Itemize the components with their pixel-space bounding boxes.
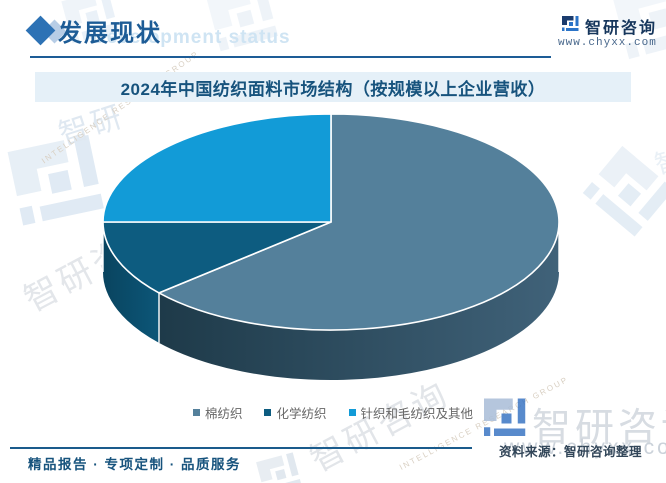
legend-marker-icon <box>192 409 200 416</box>
brand-website: www.chyxx.com <box>558 37 657 49</box>
pie-slice-1 <box>102 221 332 294</box>
pie-slice-0 <box>158 113 560 331</box>
legend-marker-icon <box>264 409 272 416</box>
chart-legend: 棉纺织 化学纺织 针织和毛纺织及其他 <box>0 403 666 422</box>
section-title: 发展现状 <box>58 20 162 47</box>
watermark-brand-text: 智研咨询 <box>18 214 171 320</box>
watermark-caption-text: INTELLIGENCE RESEARCH GROUP <box>40 49 201 166</box>
pie-slice-side-0 <box>159 222 559 381</box>
pie-slice-2 <box>102 113 332 223</box>
watermark-logo-icon <box>0 119 113 238</box>
footer-divider <box>10 447 472 449</box>
chart-title-band: 2024年中国纺织面料市场结构（按规模以上企业营收） <box>35 72 631 102</box>
brand-name: 智研咨询 <box>585 20 658 37</box>
legend-label: 针织和毛纺织及其他 <box>360 407 474 421</box>
legend-item-0: 棉纺织 <box>192 403 243 422</box>
footer-slogan: 精品报告 · 专项定制 · 品质服务 <box>28 457 241 472</box>
legend-label: 棉纺织 <box>204 407 243 421</box>
watermark-logo-icon <box>250 445 306 483</box>
chart-title: 2024年中国纺织面料市场结构（按规模以上企业营收） <box>120 79 546 99</box>
legend-item-1: 化学纺织 <box>264 403 327 422</box>
pie-slice-side-1 <box>103 222 159 343</box>
watermark-logo-icon <box>571 131 666 247</box>
watermark-brand-text: 智 <box>651 144 666 180</box>
header-divider <box>30 56 551 58</box>
legend-marker-icon <box>348 409 356 416</box>
legend-label: 化学纺织 <box>276 407 327 421</box>
legend-item-2: 针织和毛纺织及其他 <box>348 403 474 422</box>
data-source: 资料来源：智研咨询整理 <box>498 445 642 459</box>
watermark-brand-text: 智研咨询 <box>304 374 457 480</box>
zhiyan-logo-icon <box>560 13 580 33</box>
